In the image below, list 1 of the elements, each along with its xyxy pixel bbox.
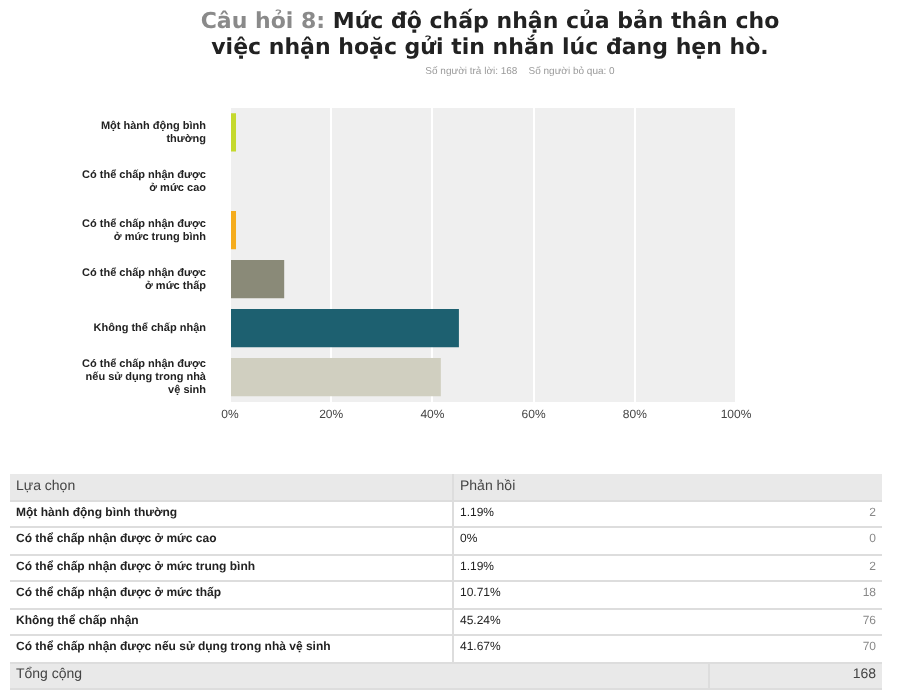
chart-title: Câu hỏi 8: Mức độ chấp nhận của bản thân cho việc nhận hoặc gửi tin nhắn lúc đang hẹn hò. bbox=[198, 8, 782, 60]
